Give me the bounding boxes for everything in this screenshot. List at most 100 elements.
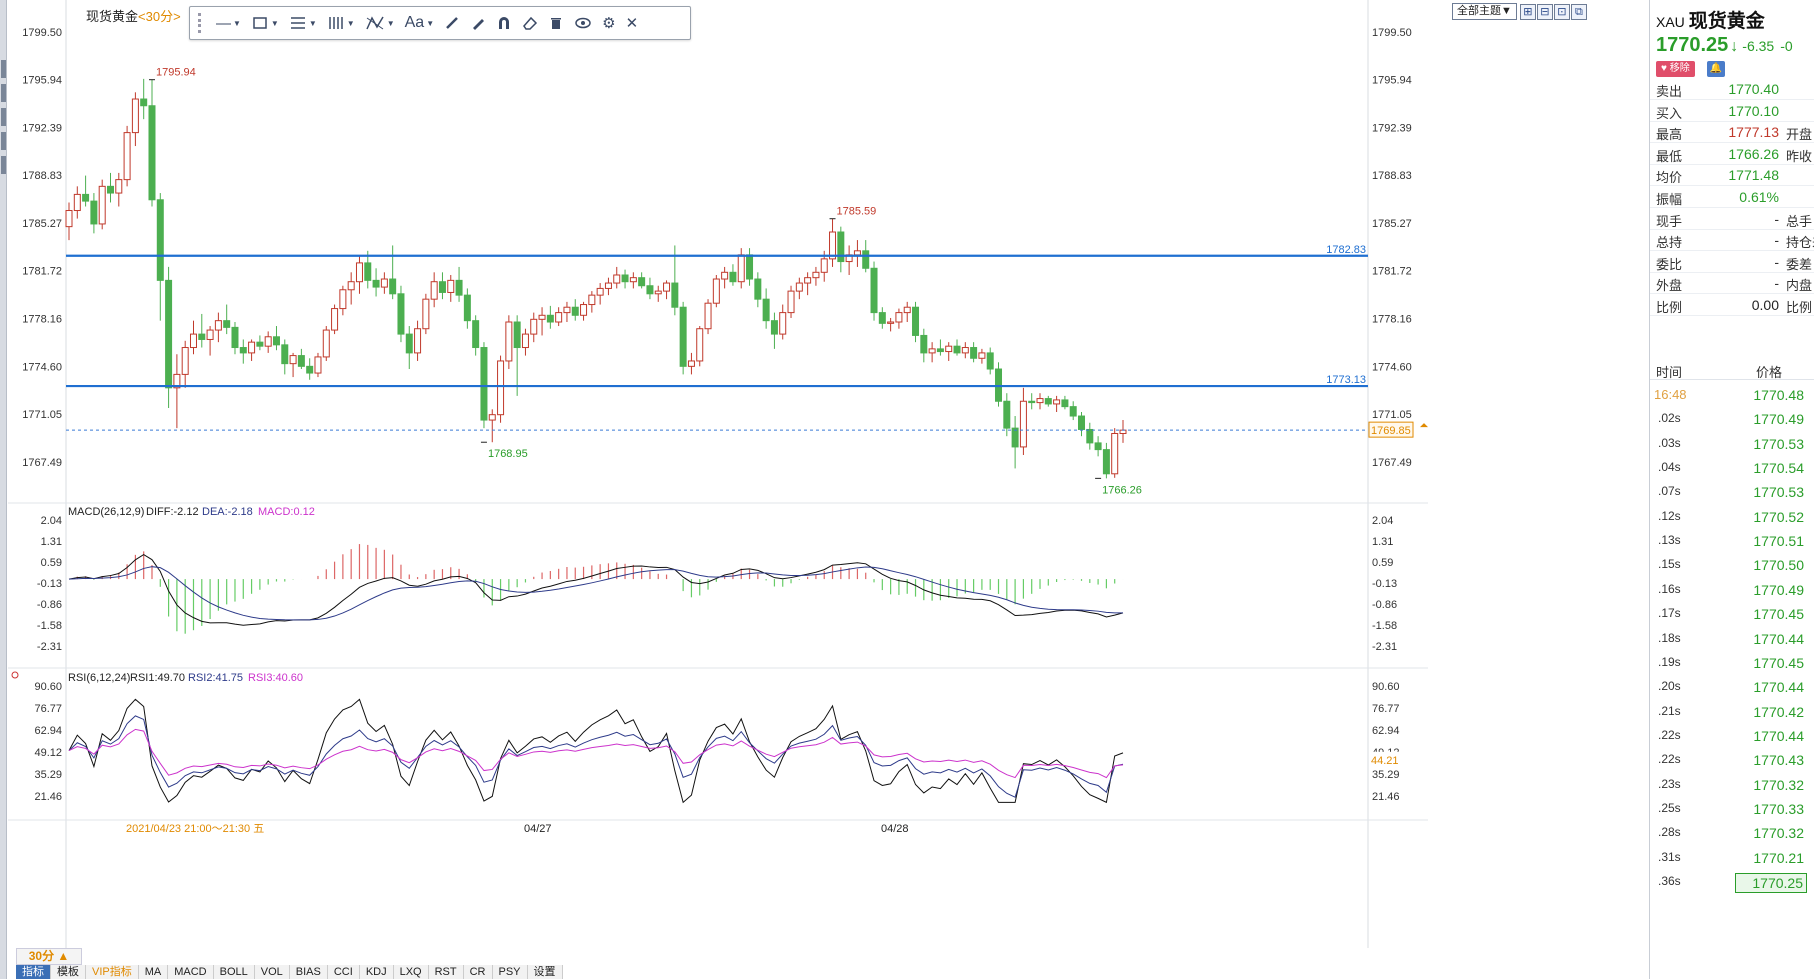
tick-time: .28s — [1658, 825, 1681, 840]
indicator-tab[interactable]: CR — [463, 965, 493, 979]
candle-body — [571, 306, 579, 316]
chevron-down-icon: ▼ — [270, 18, 279, 28]
tick-price: 1770.48 — [1753, 387, 1804, 403]
tick-row: .04s 1770.54 — [1650, 453, 1814, 481]
chevron-down-icon: ▼ — [386, 18, 395, 28]
candle-body — [189, 333, 197, 349]
chevron-down-icon: ▼ — [233, 18, 241, 28]
rsi-axis-label: 35.29 — [34, 769, 62, 781]
pattern-tool-button[interactable]: ▼ — [363, 10, 397, 36]
candle-body — [712, 278, 720, 304]
theme-select[interactable]: 全部主题▼ — [1452, 3, 1517, 20]
tick-time: .12s — [1658, 508, 1681, 523]
eraser-tool-button[interactable] — [520, 10, 540, 36]
shape-tool-button[interactable]: ▼ — [249, 10, 281, 36]
tick-row: .03s 1770.53 — [1650, 429, 1814, 457]
indicator-tab[interactable]: PSY — [492, 965, 528, 979]
candle-body — [165, 279, 173, 389]
fibonacci-tool-button[interactable]: ▼ — [287, 10, 319, 36]
indicator-tab[interactable]: 模板 — [51, 965, 86, 979]
macd-diff-line — [68, 553, 1124, 626]
date-axis-label: 04/27 — [524, 823, 552, 835]
indicator-tab[interactable]: CCI — [327, 965, 360, 979]
candle-body — [331, 308, 339, 331]
tick-row: .19s 1770.45 — [1650, 648, 1814, 676]
candle-body — [389, 278, 397, 295]
indicator-tab[interactable]: LXQ — [393, 965, 429, 979]
layout-window-icon[interactable]: ⊡ — [1553, 3, 1570, 20]
kline-chart-svg[interactable]: 1799.50 1795.94 1792.39 1788.83 1785.27 1781.… — [8, 0, 1648, 948]
tick-price: 1770.44 — [1753, 727, 1804, 744]
resistance-label: 1782.83 — [1326, 244, 1366, 256]
grid-layout-icon[interactable]: ⊞ — [1519, 3, 1536, 20]
candle-body — [405, 333, 413, 354]
rsi-settings-icon — [11, 671, 19, 679]
quote-row: 委比 - 委差 — [1650, 249, 1814, 273]
tick-time: .16s — [1658, 581, 1681, 596]
left-strip-tab[interactable] — [1, 60, 6, 78]
rsi-right-axis-label: 35.29 — [1372, 769, 1400, 781]
right-price-axis-label: 1799.50 — [1372, 27, 1412, 39]
price-axis-label: 1785.27 — [22, 218, 62, 230]
indicator-tab[interactable]: 指标 — [16, 965, 51, 979]
indicator-tab[interactable]: BOLL — [213, 965, 255, 979]
close-toolbar-button[interactable]: ✕ — [624, 10, 641, 36]
layout-split-icon[interactable]: ⊟ — [1536, 3, 1553, 20]
candle-body — [721, 271, 729, 280]
price-alert-button[interactable]: 🔔 — [1706, 61, 1725, 77]
toolbar-grip-handle[interactable] — [196, 12, 206, 34]
candle-body — [679, 306, 687, 367]
indicator-tab[interactable]: MACD — [168, 965, 214, 979]
gann-tool-button[interactable]: ▼ — [325, 10, 357, 36]
candle-body — [106, 185, 114, 194]
chevron-down-icon: ▼ — [426, 18, 435, 28]
delete-tool-button[interactable] — [546, 10, 566, 36]
candle-body — [538, 314, 546, 320]
period-selector-tab[interactable]: 30分 ▲ — [16, 948, 82, 965]
indicator-tab[interactable]: KDJ — [359, 965, 394, 979]
right-price-axis-label: 1778.16 — [1372, 314, 1412, 326]
fullscreen-icon[interactable]: ⧉ — [1570, 3, 1587, 20]
kline-chart-area[interactable]: 1799.50 1795.94 1792.39 1788.83 1785.27 1781.… — [8, 0, 1648, 979]
price-axis-label: 1781.72 — [22, 266, 62, 278]
brush-tool-button[interactable] — [468, 10, 488, 36]
indicator-tab[interactable]: RST — [428, 965, 464, 979]
candle-body — [895, 312, 903, 323]
candle-body — [148, 105, 156, 201]
candle-body — [447, 279, 455, 293]
line-tool-icon: — — [216, 14, 231, 32]
visibility-tool-button[interactable] — [572, 10, 594, 36]
left-strip-tab[interactable] — [1, 156, 6, 174]
remove-watchlist-button[interactable]: ♥ 移除 — [1656, 61, 1695, 77]
indicator-tab[interactable]: MA — [138, 965, 169, 979]
indicator-tab[interactable]: VOL — [254, 965, 290, 979]
quote-row: 外盘 - 内盘 — [1650, 270, 1814, 295]
text-tool-button[interactable]: Aa ▼ — [403, 10, 437, 36]
line-tool-button[interactable]: — ▼ — [214, 10, 243, 36]
candle-body — [978, 352, 986, 359]
chart-period-tag[interactable]: <30分> — [138, 9, 181, 24]
down-arrow-icon: ↓ — [1730, 38, 1739, 55]
rsi-right-axis-label: 62.94 — [1372, 725, 1400, 737]
left-strip-tab[interactable] — [1, 132, 6, 150]
magnet-icon — [499, 17, 510, 29]
settings-tool-button[interactable]: ⚙ — [600, 10, 617, 36]
macd-right-axis-label: 0.59 — [1372, 557, 1393, 569]
indicator-tab[interactable]: VIP指标 — [86, 965, 139, 979]
candle-body — [1011, 427, 1019, 448]
left-strip-tab[interactable] — [1, 84, 6, 102]
candle-body — [297, 355, 305, 367]
left-strip-tab[interactable] — [1, 108, 6, 126]
quote-label: 比例 — [1656, 300, 1683, 315]
macd-right-axis-label: -0.13 — [1372, 578, 1397, 590]
magnet-tool-button[interactable] — [494, 10, 514, 36]
candle-body — [1003, 400, 1011, 429]
indicator-tab[interactable]: BIAS — [289, 965, 328, 979]
quote-label-secondary: 内盘 — [1786, 278, 1813, 294]
quote-value: 0.61% — [1739, 189, 1779, 205]
candle-body — [945, 345, 953, 353]
candle-body — [73, 193, 81, 212]
extreme-price-label: 1785.59 — [837, 206, 877, 218]
pencil-tool-button[interactable] — [442, 10, 462, 36]
indicator-tab[interactable]: 设置 — [527, 965, 563, 979]
